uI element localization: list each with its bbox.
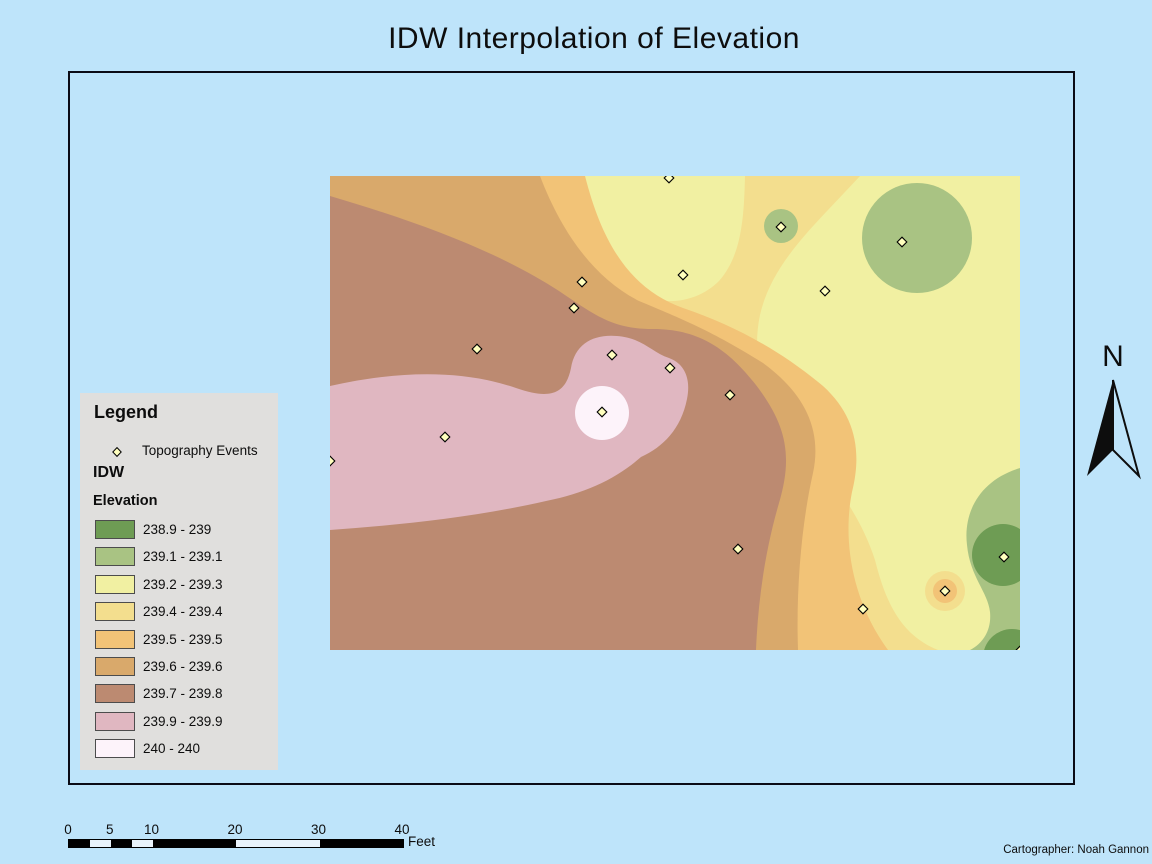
legend-class-range: 239.2 - 239.3 [143, 576, 223, 592]
topography-event-marker [857, 603, 869, 615]
topography-events-icon [112, 446, 122, 458]
legend-class-row: 239.2 - 239.3 [80, 574, 278, 595]
legend-class-range: 239.1 - 239.1 [143, 549, 223, 565]
north-arrow-label: N [1102, 340, 1124, 373]
legend-class-row: 239.4 - 239.4 [80, 602, 278, 622]
topography-event-marker [732, 543, 744, 555]
scale-bar-tick-label: 10 [143, 822, 160, 837]
topography-event-marker [775, 221, 787, 233]
legend-class-swatch [95, 520, 135, 539]
topography-event-marker [939, 585, 951, 597]
legend-class-swatch [95, 711, 135, 731]
legend-class-swatch [95, 602, 135, 622]
legend-class-row: 239.7 - 239.8 [80, 684, 278, 704]
legend-class-range: 240 - 240 [143, 741, 201, 757]
legend-class-swatch [95, 574, 135, 594]
legend-layer-name: IDW [93, 464, 125, 481]
north-arrow-right-half [1112, 379, 1141, 480]
scale-bar-tick-label: 40 [394, 822, 410, 837]
topography-event-points [330, 176, 1020, 650]
scale-bar-segment [110, 840, 132, 847]
scale-bar-segment [236, 840, 320, 847]
scale-bar-tick-label: 30 [310, 822, 327, 837]
scale-bar-segment [89, 840, 111, 847]
topography-event-marker [471, 343, 483, 355]
legend-class-swatch [95, 547, 135, 567]
legend-points-label: Topography Events [142, 443, 258, 458]
topography-event-marker [439, 431, 451, 443]
legend-class-row: 239.1 - 239.1 [80, 547, 278, 567]
scale-bar-segment [152, 840, 236, 847]
legend-class-swatch [95, 684, 135, 704]
page-title: IDW Interpolation of Elevation [388, 22, 800, 55]
topography-event-marker [663, 176, 675, 184]
legend-class-range: 238.9 - 239 [143, 522, 212, 537]
scale-bar-tick-label: 5 [105, 822, 114, 837]
legend-title: Legend [94, 402, 159, 422]
topography-event-marker [819, 285, 831, 297]
topography-event-marker [606, 349, 618, 361]
topography-event-marker [724, 389, 736, 401]
topography-event-marker [664, 362, 676, 374]
legend-class-swatch [95, 657, 135, 676]
legend-class-range: 239.9 - 239.9 [143, 713, 223, 729]
scale-bar-tick-label: 0 [64, 822, 72, 837]
legend: Legend Topography Events IDW Elevation 2… [80, 393, 278, 770]
elevation-bands [330, 176, 1020, 650]
scale-bar-graphic [68, 839, 404, 848]
legend-class-row: 240 - 240 [80, 739, 278, 759]
topography-event-marker [330, 455, 336, 467]
map-frame [68, 71, 1075, 785]
legend-class-row: 239.5 - 239.5 [80, 629, 278, 650]
topography-event-marker [998, 551, 1010, 563]
scale-bar-segment [319, 840, 403, 847]
topography-event-marker [896, 236, 908, 248]
scale-bar-unit: Feet [408, 834, 436, 849]
legend-class-row: 238.9 - 239 [80, 520, 278, 540]
topography-event-marker [568, 302, 580, 314]
legend-class-swatch [95, 629, 135, 649]
cartographer-credit: Cartographer: Noah Gannon [1003, 844, 1149, 856]
legend-class-row: 239.9 - 239.9 [80, 711, 278, 732]
legend-class-row: 239.6 - 239.6 [80, 657, 278, 677]
scale-bar-tick-label: 20 [227, 822, 243, 837]
scale-bar-segment [69, 840, 90, 847]
legend-field-name: Elevation [93, 493, 158, 509]
legend-class-range: 239.7 - 239.8 [143, 686, 223, 702]
topography-event-marker [596, 406, 608, 418]
topography-event-marker [677, 269, 689, 281]
idw-raster-surface [330, 176, 1020, 650]
scale-bar-segment [131, 840, 153, 847]
north-arrow-left-half [1087, 380, 1113, 476]
legend-class-range: 239.4 - 239.4 [143, 604, 223, 620]
scale-bar: 0 5 10 20 30 40 Feet [64, 822, 488, 858]
north-arrow: N [1087, 340, 1141, 480]
topography-event-marker [1015, 645, 1020, 650]
legend-class-range: 239.6 - 239.6 [143, 659, 223, 674]
topography-event-marker [576, 276, 588, 288]
legend-class-swatch [95, 739, 135, 759]
legend-class-range: 239.5 - 239.5 [143, 631, 223, 647]
